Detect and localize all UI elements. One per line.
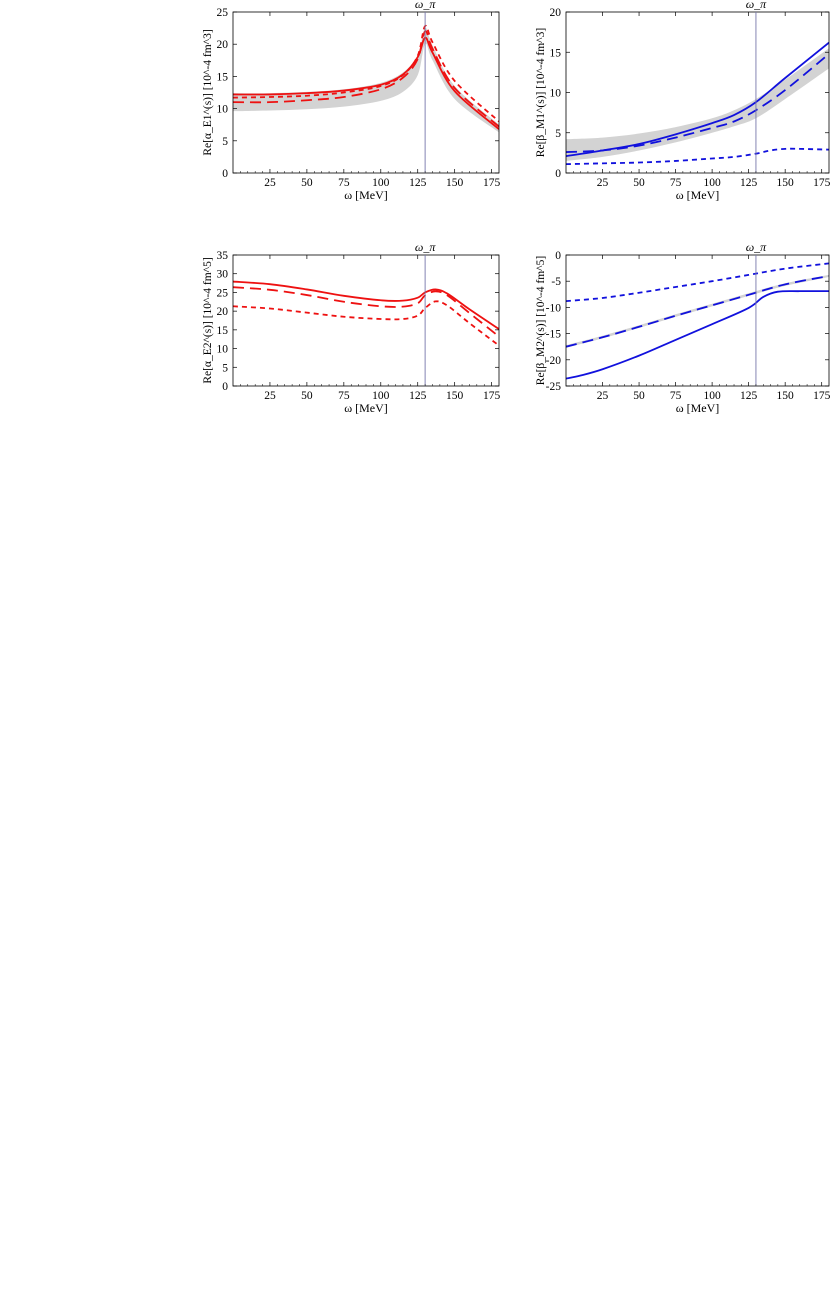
alpha-e2-x-tick-label: 75 — [338, 390, 350, 402]
alpha-e2-y-tick-label: 30 — [217, 269, 229, 281]
beta-m2-x-axis-label: ω [MeV] — [676, 401, 720, 415]
alpha-e1-y-tick-label: 5 — [222, 136, 228, 148]
panel-beta-m2: 25 50 75 100 125 150 175 -25 -20 -15 -10 -5 0 ω_π ω … — [535, 240, 830, 415]
panel-alpha-e2: 25 50 75 100 125 150 175 0 5 10 15 20 25 30 35 ω_π ω [… — [202, 240, 500, 415]
beta-m2-x-tick-label: 50 — [633, 390, 645, 402]
beta-m1-series-solid-line — [566, 41, 829, 157]
beta-m1-y-tick-label: 10 — [550, 88, 562, 100]
beta-m1-x-tick-label: 25 — [597, 177, 609, 189]
alpha-e2-x-tick-label: 150 — [446, 390, 464, 402]
beta-m1-band-area — [566, 48, 829, 161]
alpha-e1-x-tick-label: 125 — [409, 177, 427, 189]
alpha-e2-x-axis-label: ω [MeV] — [344, 401, 388, 415]
beta-m1-x-tick-label: 175 — [813, 177, 830, 189]
beta-m2-y-tick-label: 0 — [555, 250, 561, 262]
beta-m2-band-area — [566, 274, 829, 348]
beta-m1-x-tick-label: 125 — [740, 177, 758, 189]
beta-m2-marker-label: ω_π — [746, 240, 767, 254]
alpha-e2-x-tick-label: 125 — [409, 390, 427, 402]
alpha-e2-y-tick-label: 0 — [222, 381, 228, 393]
beta-m1-y-tick-label: 15 — [550, 47, 562, 59]
beta-m2-y-tick-label: -20 — [546, 355, 562, 367]
alpha-e2-y-tick-label: 25 — [217, 287, 229, 299]
alpha-e1-band-area — [233, 27, 499, 133]
beta-m2-series-group — [566, 262, 829, 380]
beta-m1-x-tick-label: 100 — [703, 177, 721, 189]
alpha-e2-series-solid-line — [233, 280, 499, 330]
alpha-e2-ticks: 25 50 75 100 125 150 175 0 5 10 15 20 25 30 35 — [217, 250, 501, 402]
alpha-e1-series-short-dash-line — [233, 24, 499, 123]
alpha-e2-y-tick-label: 5 — [222, 362, 228, 374]
alpha-e1-x-tick-label: 75 — [338, 177, 350, 189]
alpha-e1-y-tick-label: 0 — [222, 168, 228, 180]
beta-m2-y-axis-label: Re[β_M2^(s)] [10^-4 fm^5] — [535, 256, 547, 385]
beta-m1-y-tick-label: 5 — [555, 128, 561, 140]
beta-m2-uncertainty-band — [566, 274, 829, 348]
alpha-e1-y-tick-label: 25 — [217, 7, 229, 19]
panel-beta-m1: 25 50 75 100 125 150 175 0 5 10 15 20 ω_π ω [MeV] R… — [535, 0, 830, 202]
beta-m2-frame — [565, 254, 830, 387]
beta-m2-series-solid-line — [566, 290, 829, 380]
alpha-e1-y-axis-label: Re[α_E1^(s)] [10^-4 fm^3] — [202, 29, 214, 155]
beta-m2-x-tick-label: 25 — [597, 390, 609, 402]
alpha-e1-y-tick-label: 20 — [217, 39, 229, 51]
alpha-e2-x-tick-label: 50 — [301, 390, 313, 402]
alpha-e2-y-tick-label: 10 — [217, 344, 229, 356]
alpha-e1-series-group — [233, 24, 499, 130]
beta-m2-x-tick-label: 125 — [740, 390, 758, 402]
beta-m2-y-tick-label: -15 — [546, 329, 562, 341]
beta-m2-ticks: 25 50 75 100 125 150 175 -25 -20 -15 -10 -5 0 — [546, 250, 830, 402]
alpha-e2-x-tick-label: 25 — [264, 390, 276, 402]
beta-m2-y-tick-label: -25 — [546, 381, 562, 393]
beta-m2-y-tick-label: -5 — [551, 276, 561, 288]
beta-m2-x-tick-label: 175 — [813, 390, 830, 402]
alpha-e2-y-axis-label: Re[α_E2^(s)] [10^-4 fm^5] — [202, 257, 214, 383]
alpha-e2-series-group — [233, 280, 499, 347]
beta-m2-x-tick-label: 75 — [670, 390, 682, 402]
beta-m1-series-long-dash-line — [566, 53, 829, 153]
beta-m2-y-tick-label: -10 — [546, 302, 562, 314]
alpha-e2-marker-label: ω_π — [415, 240, 436, 254]
alpha-e1-marker-label: ω_π — [415, 0, 436, 11]
beta-m2-series-short-dash-line — [566, 262, 829, 303]
alpha-e2-y-tick-label: 35 — [217, 250, 229, 262]
beta-m1-ticks: 25 50 75 100 125 150 175 0 5 10 15 20 — [550, 7, 830, 189]
alpha-e2-plot-border — [232, 254, 500, 387]
alpha-e1-ticks: 25 50 75 100 125 150 175 0 5 10 15 20 25 — [217, 7, 501, 189]
alpha-e1-x-tick-label: 100 — [372, 177, 390, 189]
alpha-e1-x-tick-label: 25 — [264, 177, 276, 189]
alpha-e1-x-axis-label: ω [MeV] — [344, 188, 388, 202]
alpha-e2-frame — [232, 254, 500, 387]
beta-m1-y-axis-label: Re[β_M1^(s)] [10^-4 fm^3] — [535, 28, 547, 157]
beta-m2-plot-border — [565, 254, 830, 387]
beta-m1-uncertainty-band — [566, 48, 829, 161]
alpha-e2-x-tick-label: 100 — [372, 390, 390, 402]
alpha-e1-x-tick-label: 150 — [446, 177, 464, 189]
beta-m1-series-group — [566, 41, 829, 166]
alpha-e2-y-tick-label: 15 — [217, 325, 229, 337]
beta-m1-x-tick-label: 50 — [633, 177, 645, 189]
alpha-e1-series-long-dash-line — [233, 30, 499, 128]
beta-m2-x-tick-label: 150 — [777, 390, 795, 402]
beta-m1-marker-label: ω_π — [746, 0, 767, 11]
alpha-e1-y-tick-label: 10 — [217, 104, 229, 116]
alpha-e2-series-long-dash-line — [233, 286, 499, 338]
alpha-e1-series-solid-line — [233, 36, 499, 130]
beta-m2-x-tick-label: 100 — [703, 390, 721, 402]
alpha-e1-x-tick-label: 175 — [483, 177, 501, 189]
alpha-e2-y-tick-label: 20 — [217, 306, 229, 318]
beta-m1-x-axis-label: ω [MeV] — [676, 188, 720, 202]
alpha-e1-y-tick-label: 15 — [217, 71, 229, 83]
beta-m1-y-tick-label: 20 — [550, 7, 562, 19]
alpha-e1-uncertainty-band — [233, 27, 499, 133]
alpha-e2-x-tick-label: 175 — [483, 390, 501, 402]
beta-m2-series-long-dash-line — [566, 275, 829, 348]
alpha-e2-series-short-dash-line — [233, 300, 499, 347]
beta-m1-x-tick-label: 150 — [777, 177, 795, 189]
beta-m1-y-tick-label: 0 — [555, 168, 561, 180]
panel-alpha-e1: 25 50 75 100 125 150 175 0 5 10 15 20 25 ω_π ω [MeV]… — [202, 0, 500, 202]
beta-m1-x-tick-label: 75 — [670, 177, 682, 189]
alpha-e1-x-tick-label: 50 — [301, 177, 313, 189]
